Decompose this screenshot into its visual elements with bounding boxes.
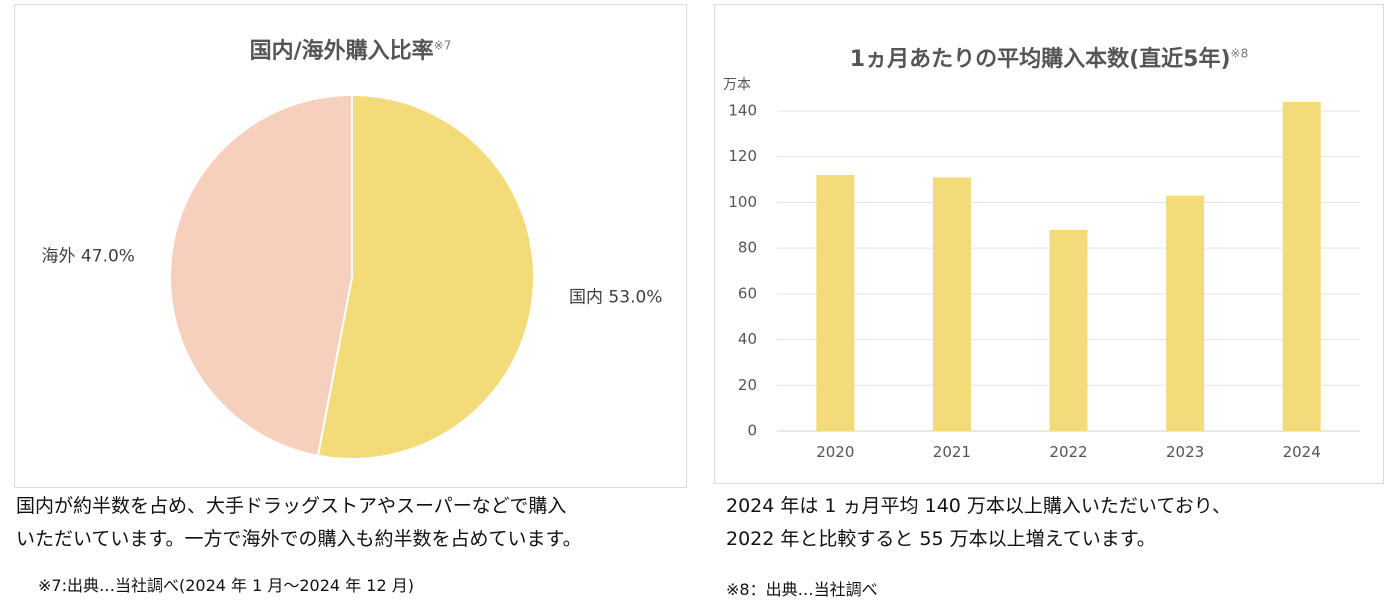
bar-chart: 0 20 40 60 80 100 120 140 万本 2020 2021 2022 2023 2024	[723, 77, 1360, 461]
bar-title-note: ※8	[1230, 46, 1249, 61]
bar-caption-line: 2024 年は 1 ヵ月平均 140 万本以上購入いただいており、	[726, 495, 1232, 517]
y-tick-label: 40	[738, 330, 757, 348]
bar-2022	[1049, 229, 1088, 431]
y-tick-label: 100	[728, 193, 757, 211]
pie-chart-title: 国内/海外購入比率※7	[249, 38, 452, 64]
pie-footnote: ※7:出典…当社調べ(2024 年 1 月～2024 年 12 月)	[38, 576, 414, 595]
pie-slice-overseas	[169, 93, 353, 457]
bar-2021	[932, 177, 971, 431]
pie-caption-line: 国内が約半数を占め、大手ドラッグストアやスーパーなどで購入	[16, 495, 567, 517]
pie-caption-line: いただいています。一方で海外での購入も約半数を占めています。	[16, 528, 582, 550]
y-tick-label: 0	[747, 422, 757, 440]
bar-caption: 2024 年は 1 ヵ月平均 140 万本以上購入いただいており、 2022 年…	[726, 490, 1386, 556]
pie-chart: 国内 53.0% 海外 47.0%	[42, 93, 662, 460]
pie-title-note: ※7	[433, 38, 452, 53]
y-tick-label: 120	[728, 147, 757, 165]
x-tick-label: 2020	[816, 443, 854, 461]
y-tick-label: 20	[738, 376, 757, 394]
y-tick-label: 140	[728, 102, 757, 120]
bar-footnote: ※8：出典…当社調べ	[726, 580, 878, 599]
bar-2023	[1166, 195, 1205, 431]
x-tick-label: 2023	[1166, 443, 1204, 461]
bar-chart-title: 1ヵ月あたりの平均購入本数(直近5年)※8	[849, 46, 1249, 72]
y-tick-label: 80	[738, 239, 757, 257]
x-tick-label: 2021	[933, 443, 971, 461]
y-tick-label: 60	[738, 284, 757, 302]
bar-2024	[1282, 101, 1321, 431]
pie-slice-domestic	[316, 93, 535, 460]
x-tick-label: 2024	[1283, 443, 1321, 461]
pie-data-label: 国内 53.0%	[569, 288, 662, 308]
bar-caption-line: 2022 年と比較すると 55 万本以上増えています。	[726, 528, 1156, 550]
pie-caption: 国内が約半数を占め、大手ドラッグストアやスーパーなどで購入 いただいています。一…	[16, 490, 706, 556]
bar-chart-panel: 1ヵ月あたりの平均購入本数(直近5年)※8 0 20 40 60 80 100 120 140…	[714, 4, 1384, 484]
y-axis-unit-label: 万本	[723, 77, 751, 93]
bar-2020	[816, 175, 855, 431]
pie-data-label: 海外 47.0%	[42, 246, 135, 266]
x-tick-label: 2022	[1049, 443, 1087, 461]
pie-chart-panel: 国内/海外購入比率※7 国内 53.0% 海外 47.0%	[14, 4, 687, 488]
